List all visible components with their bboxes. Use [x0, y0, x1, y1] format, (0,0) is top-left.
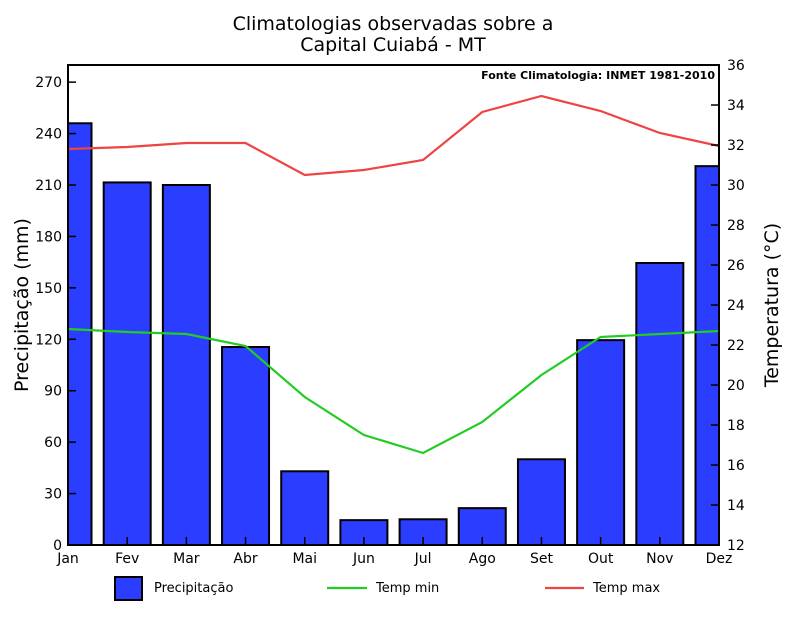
- precip-bar-out: [576, 339, 626, 546]
- legend-precip-label: Precipitação: [154, 581, 233, 596]
- x-tick-label: Out: [588, 551, 614, 567]
- y2-tick-label: 18: [727, 418, 745, 434]
- y-tick-label: 120: [35, 332, 62, 348]
- x-tick-label: Jan: [56, 551, 79, 567]
- temp-max-line: [67, 94, 720, 177]
- y2-tick-label: 30: [727, 178, 745, 194]
- x-tick-label: Jun: [352, 551, 375, 567]
- y2-tick-label: 26: [727, 258, 745, 274]
- y2-tick-label: 12: [727, 538, 745, 554]
- precip-bar-mar: [161, 184, 211, 546]
- y2-tick-label: 22: [727, 338, 745, 354]
- precip-bar-mai: [280, 470, 330, 546]
- x-tick-label: Jul: [414, 551, 432, 567]
- y2-tick-label: 20: [727, 378, 745, 394]
- precip-bar-set: [516, 458, 566, 546]
- x-tick-label: Mar: [173, 551, 200, 567]
- legend-precip-swatch: [114, 576, 143, 601]
- precip-bar-dez: [694, 165, 720, 546]
- legend: Precipitação Temp min Temp max: [114, 576, 660, 601]
- chart-title-line1: Climatologias observadas sobre a: [233, 13, 554, 35]
- legend-tmax-label: Temp max: [592, 581, 660, 596]
- y2-tick-label: 36: [727, 58, 745, 74]
- x-tick-label: Abr: [233, 551, 257, 567]
- x-tick-label: Fev: [115, 551, 139, 567]
- y-tick-label: 30: [44, 487, 62, 503]
- y2-tick-label: 28: [727, 218, 745, 234]
- precip-bar-fev: [102, 181, 152, 547]
- y2-tick-label: 24: [727, 298, 745, 314]
- y-axis-label-right: Temperatura (°C): [761, 223, 783, 388]
- precip-bar-nov: [635, 262, 685, 546]
- precip-bar-jan: [67, 122, 93, 547]
- precip-bar-abr: [221, 346, 271, 546]
- y2-tick-label: 14: [727, 498, 745, 514]
- y-tick-label: 210: [35, 178, 62, 194]
- x-tick-label: Nov: [646, 551, 673, 567]
- chart-title-line2: Capital Cuiabá - MT: [300, 34, 486, 56]
- legend-tmin-label: Temp min: [375, 581, 439, 596]
- source-note: Fonte Climatologia: INMET 1981-2010: [481, 69, 715, 82]
- y2-tick-label: 34: [727, 98, 745, 114]
- y-tick-label: 240: [35, 127, 62, 143]
- x-tick-label: Ago: [469, 551, 496, 567]
- y-tick-label: 0: [53, 538, 62, 554]
- temp-min-line: [67, 327, 720, 455]
- y-tick-label: 180: [35, 229, 62, 245]
- x-tick-label: Set: [530, 551, 554, 567]
- y-tick-label: 90: [44, 384, 62, 400]
- y-axis-label-left: Precipitação (mm): [11, 218, 33, 392]
- y2-tick-label: 32: [727, 138, 745, 154]
- x-tick-label: Dez: [706, 551, 733, 567]
- y-tick-label: 270: [35, 75, 62, 91]
- y-tick-label: 150: [35, 281, 62, 297]
- axes: 0 30 60 90 120 150 180 210 240 270 12 14 16 18 20 22 24 2…: [35, 58, 745, 567]
- y2-tick-label: 16: [727, 458, 745, 474]
- temperature-lines: [67, 94, 720, 455]
- precipitation-bars: [67, 122, 720, 547]
- x-tick-label: Mai: [292, 551, 317, 567]
- y-tick-label: 60: [44, 435, 62, 451]
